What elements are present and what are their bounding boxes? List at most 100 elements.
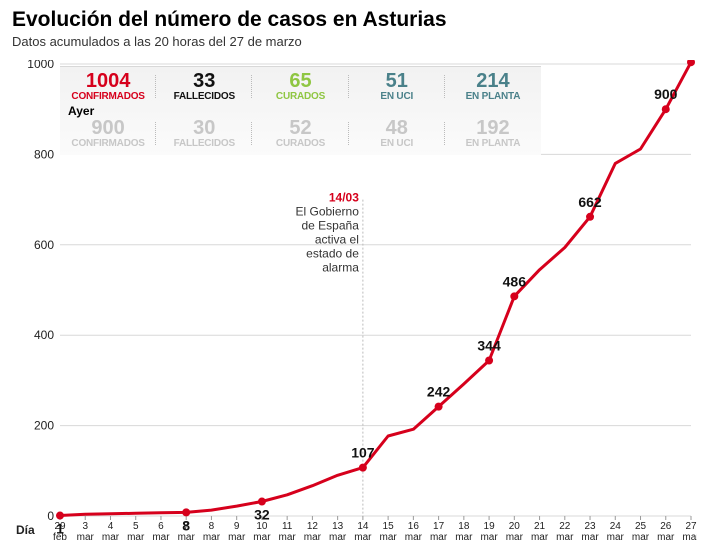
- stat-label: EN PLANTA: [445, 91, 541, 102]
- svg-text:17: 17: [433, 521, 445, 532]
- svg-text:22: 22: [559, 521, 571, 532]
- svg-text:107: 107: [351, 445, 375, 461]
- stat-value: 65: [252, 71, 348, 91]
- stat-value: 48: [349, 118, 445, 138]
- svg-text:mar: mar: [480, 532, 498, 543]
- svg-text:344: 344: [477, 338, 501, 354]
- svg-text:6: 6: [158, 521, 164, 532]
- svg-text:900: 900: [654, 86, 678, 102]
- stat: 214EN PLANTA: [445, 71, 541, 102]
- svg-text:662: 662: [578, 194, 602, 210]
- svg-text:486: 486: [503, 273, 527, 289]
- stat-value: 900: [60, 118, 156, 138]
- svg-text:13: 13: [332, 521, 344, 532]
- svg-text:mar: mar: [178, 532, 196, 543]
- stat-value: 52: [252, 118, 348, 138]
- svg-text:mar: mar: [581, 532, 599, 543]
- svg-text:26: 26: [660, 521, 672, 532]
- line-chart-svg: 0200400600800100029feb3mar4mar5mar6mar7m…: [12, 60, 697, 546]
- stat-label: EN UCI: [349, 91, 445, 102]
- svg-text:mar: mar: [531, 532, 549, 543]
- ayer-label: Ayer: [60, 102, 541, 118]
- svg-text:mar: mar: [455, 532, 473, 543]
- stat-label: FALLECIDOS: [156, 138, 252, 149]
- svg-text:mar: mar: [304, 532, 322, 543]
- stat-value: 214: [445, 71, 541, 91]
- svg-text:15: 15: [383, 521, 395, 532]
- svg-text:activa el: activa el: [315, 233, 359, 247]
- stat-label: CURADOS: [252, 138, 348, 149]
- svg-text:mar: mar: [152, 532, 170, 543]
- svg-text:mar: mar: [632, 532, 650, 543]
- svg-text:mar: mar: [127, 532, 145, 543]
- svg-text:mar: mar: [380, 532, 398, 543]
- svg-text:alarma: alarma: [322, 261, 359, 275]
- stat-value: 30: [156, 118, 252, 138]
- svg-text:16: 16: [408, 521, 420, 532]
- svg-text:600: 600: [34, 238, 54, 252]
- stat-label: EN UCI: [349, 138, 445, 149]
- svg-text:mar: mar: [354, 532, 372, 543]
- stat: 52CURADOS: [252, 118, 348, 149]
- svg-text:14: 14: [357, 521, 369, 532]
- stat-label: EN PLANTA: [445, 138, 541, 149]
- svg-text:mar: mar: [506, 532, 524, 543]
- svg-text:12: 12: [307, 521, 319, 532]
- stat: 192EN PLANTA: [445, 118, 541, 149]
- svg-text:mar: mar: [203, 532, 221, 543]
- chart-subtitle: Datos acumulados a las 20 horas del 27 d…: [0, 32, 709, 55]
- svg-text:mar: mar: [77, 532, 95, 543]
- svg-text:32: 32: [254, 507, 270, 523]
- svg-text:mar: mar: [430, 532, 448, 543]
- stat-label: FALLECIDOS: [156, 91, 252, 102]
- svg-text:242: 242: [427, 384, 451, 400]
- svg-text:11: 11: [282, 521, 293, 532]
- stat: 48EN UCI: [349, 118, 445, 149]
- svg-text:20: 20: [509, 521, 521, 532]
- chart-title: Evolución del número de casos en Asturia…: [0, 0, 709, 32]
- stat: 65CURADOS: [252, 71, 348, 102]
- svg-text:24: 24: [610, 521, 622, 532]
- stat: 30FALLECIDOS: [156, 118, 252, 149]
- stat: 33FALLECIDOS: [156, 71, 252, 102]
- svg-text:1000: 1000: [27, 60, 54, 71]
- svg-text:10: 10: [256, 521, 268, 532]
- svg-text:400: 400: [34, 328, 54, 342]
- svg-text:mar: mar: [329, 532, 347, 543]
- svg-text:200: 200: [34, 419, 54, 433]
- svg-text:14/03: 14/03: [329, 191, 359, 205]
- svg-text:0: 0: [47, 509, 54, 523]
- svg-text:estado de: estado de: [306, 247, 359, 261]
- stats-box: 1004CONFIRMADOS33FALLECIDOS65CURADOS51EN…: [60, 66, 541, 155]
- svg-text:mar: mar: [682, 532, 697, 543]
- chart-container: 0200400600800100029feb3mar4mar5mar6mar7m…: [12, 60, 697, 546]
- svg-text:18: 18: [458, 521, 470, 532]
- svg-text:mar: mar: [228, 532, 246, 543]
- svg-text:mar: mar: [279, 532, 297, 543]
- svg-text:8: 8: [182, 517, 190, 533]
- svg-text:23: 23: [584, 521, 596, 532]
- stat-label: CURADOS: [252, 91, 348, 102]
- svg-text:5: 5: [133, 521, 139, 532]
- stat-value: 33: [156, 71, 252, 91]
- svg-text:mar: mar: [253, 532, 271, 543]
- stat: 51EN UCI: [349, 71, 445, 102]
- svg-text:25: 25: [635, 521, 647, 532]
- svg-text:19: 19: [484, 521, 496, 532]
- svg-text:4: 4: [108, 521, 114, 532]
- svg-text:mar: mar: [607, 532, 625, 543]
- svg-text:21: 21: [534, 521, 546, 532]
- svg-text:9: 9: [234, 521, 240, 532]
- stat-label: CONFIRMADOS: [60, 91, 156, 102]
- svg-text:El Gobierno: El Gobierno: [296, 205, 360, 219]
- stat: 900CONFIRMADOS: [60, 118, 156, 149]
- svg-text:mar: mar: [405, 532, 423, 543]
- svg-text:mar: mar: [102, 532, 120, 543]
- stat-value: 51: [349, 71, 445, 91]
- svg-text:3: 3: [82, 521, 88, 532]
- svg-text:mar: mar: [657, 532, 675, 543]
- stat-value: 192: [445, 118, 541, 138]
- stat-label: CONFIRMADOS: [60, 138, 156, 149]
- stat-value: 1004: [60, 71, 156, 91]
- svg-text:Día: Día: [16, 523, 35, 537]
